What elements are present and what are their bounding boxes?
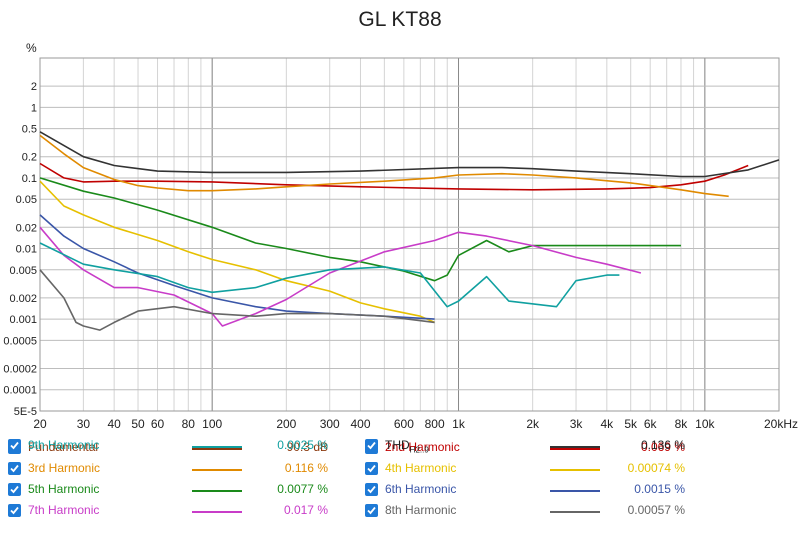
x-tick-label: 30 — [77, 417, 91, 431]
y-tick-label: 0.005 — [9, 265, 37, 277]
x-tick-label: 1k — [452, 417, 466, 431]
y-tick-label: 0.01 — [16, 244, 37, 256]
series-line-9 — [39, 131, 780, 178]
y-tick-label: 0.02 — [16, 222, 37, 234]
legend-swatch — [550, 446, 600, 448]
y-tick-label: 0.001 — [9, 314, 37, 326]
x-tick-label: 10k — [695, 417, 715, 431]
legend-swatch — [550, 469, 600, 471]
x-tick-label: 100 — [202, 417, 222, 431]
series-line-1 — [39, 162, 749, 191]
legend-value: 90.3 dB — [286, 440, 328, 454]
y-axis-label: % — [26, 41, 37, 55]
legend-swatch — [550, 490, 600, 492]
legend-checkbox[interactable] — [365, 504, 378, 517]
y-tick-label: 5E-5 — [14, 406, 37, 418]
legend-item: 3rd Harmonic 0.116 % — [0, 459, 800, 480]
x-tick-label: 20kHz — [764, 417, 798, 431]
grid — [39, 57, 780, 412]
legend: Fundamental 90.3 dB 2nd Harmonic 0.069 % 3rd… — [0, 436, 800, 543]
legend-swatch — [192, 511, 242, 513]
legend-checkbox[interactable] — [365, 462, 378, 475]
legend-checkbox[interactable] — [365, 439, 378, 452]
legend-swatch — [192, 446, 242, 448]
y-tick-label: 2 — [31, 81, 37, 93]
x-tick-label: 20 — [33, 417, 47, 431]
legend-swatch — [192, 469, 242, 471]
x-tick-label: 80 — [182, 417, 196, 431]
legend-item: Fundamental 90.3 dB — [0, 438, 800, 459]
x-tick-label: 5k — [624, 417, 638, 431]
legend-swatch — [550, 511, 600, 513]
legend-item: THDH2..9 0.136 % — [0, 436, 800, 457]
series-line-6 — [39, 226, 642, 327]
legend-label: 5th Harmonic — [28, 482, 100, 496]
y-tick-label: 0.0002 — [3, 363, 37, 375]
x-tick-label: 60 — [151, 417, 165, 431]
y-tick-label: 0.5 — [22, 124, 37, 136]
x-tick-label: 800 — [425, 417, 445, 431]
series-line-3 — [39, 180, 435, 324]
legend-label-subscript: H2..9 — [409, 445, 429, 455]
legend-swatch — [192, 490, 242, 492]
series-line-8 — [39, 242, 620, 308]
x-tick-label: 4k — [600, 417, 614, 431]
legend-item: 8th Harmonic 0.00057 % — [0, 501, 800, 522]
series-line-7 — [39, 269, 435, 331]
legend-label: 4th Harmonic — [385, 461, 457, 475]
y-tick-label: 0.0001 — [3, 385, 37, 397]
legend-value: 0.0077 % — [277, 482, 328, 496]
legend-checkbox[interactable] — [365, 483, 378, 496]
y-tick-label: 0.2 — [22, 152, 37, 164]
legend-label: 9th Harmonic — [28, 438, 100, 452]
legend-item: 6th Harmonic 0.0015 % — [0, 480, 800, 501]
legend-label: 3rd Harmonic — [28, 461, 101, 475]
legend-checkbox[interactable] — [8, 462, 21, 475]
y-tick-label: 0.0005 — [3, 335, 37, 347]
series-line-2 — [39, 134, 729, 198]
x-tick-label: 50 — [131, 417, 145, 431]
x-tick-label: 400 — [350, 417, 370, 431]
legend-label: 7th Harmonic — [28, 503, 100, 517]
x-tick-label: 3k — [570, 417, 584, 431]
legend-item: 4th Harmonic 0.00074 % — [0, 459, 800, 480]
x-tick-label: 300 — [320, 417, 340, 431]
y-tick-label: 0.05 — [16, 194, 37, 206]
x-tick-label: 6k — [644, 417, 658, 431]
legend-item: 7th Harmonic 0.017 % — [0, 501, 800, 522]
series-lines — [39, 131, 780, 331]
legend-label: 2nd Harmonic — [385, 440, 460, 454]
legend-swatch — [192, 448, 242, 450]
plot-frame — [39, 57, 780, 412]
legend-item: 5th Harmonic 0.0077 % — [0, 480, 800, 501]
legend-value: 0.136 % — [640, 438, 685, 452]
x-tick-label: 200 — [276, 417, 296, 431]
legend-label: 6th Harmonic — [385, 482, 457, 496]
legend-label: THDH2..9 — [385, 438, 429, 455]
legend-label: Fundamental — [28, 440, 99, 454]
legend-label: 8th Harmonic — [385, 503, 457, 517]
x-tick-label: 40 — [107, 417, 121, 431]
x-tick-label: 600 — [394, 417, 414, 431]
x-tick-label: 8k — [675, 417, 689, 431]
legend-checkbox[interactable] — [8, 439, 21, 452]
legend-value: 0.0015 % — [634, 482, 685, 496]
x-tick-label: 2k — [526, 417, 540, 431]
legend-swatch — [550, 448, 600, 450]
legend-checkbox[interactable] — [8, 504, 21, 517]
legend-value: 0.069 % — [640, 440, 685, 454]
chart-title: GL KT88 — [358, 8, 442, 31]
tick-labels: 20 30 40 50 60 80 100 200 300 400 600 800 1k 2k 3k 4k 5k… — [3, 81, 798, 431]
legend-value: 0.0025 % — [277, 438, 328, 452]
y-tick-label: 0.002 — [9, 293, 37, 305]
legend-value: 0.00074 % — [627, 461, 685, 475]
legend-checkbox[interactable] — [8, 483, 21, 496]
legend-value: 0.00057 % — [627, 503, 685, 517]
y-tick-label: 1 — [31, 102, 37, 114]
legend-item: 9th Harmonic 0.0025 % — [0, 436, 800, 457]
legend-value: 0.017 % — [283, 503, 328, 517]
legend-value: 0.116 % — [284, 461, 328, 475]
plot-area: % 20 30 40 50 60 80 100 200 300 400 600 800 1k 2k 3k 4k… — [3, 41, 798, 431]
y-tick-label: 0.1 — [22, 173, 37, 185]
